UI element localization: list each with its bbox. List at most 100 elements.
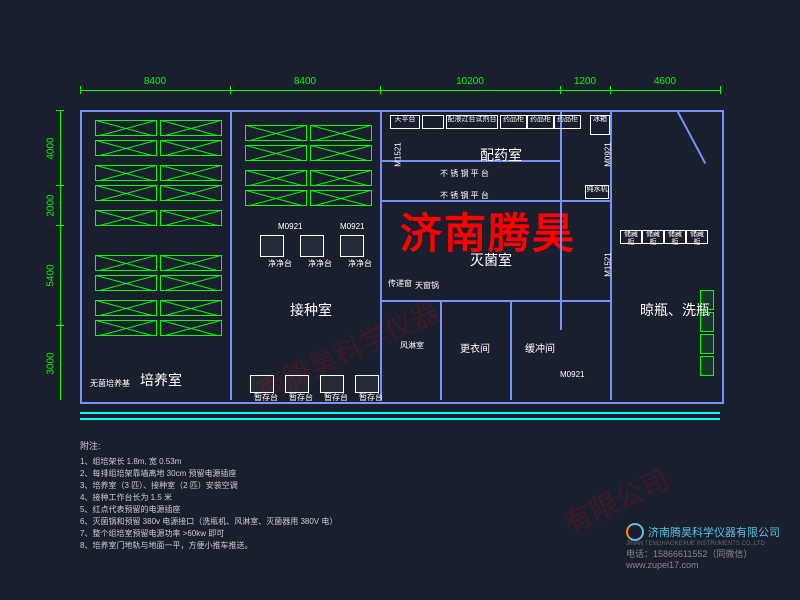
equipment-label-box: 药品柜 xyxy=(527,115,554,129)
service-line xyxy=(80,412,720,414)
room-label: M0921 xyxy=(340,222,364,231)
cad-canvas: 济南腾昊 南腾昊科学仪器 有限公司 附注: 1、组培架长 1.8m, 宽 0.5… xyxy=(0,0,800,600)
equipment-box xyxy=(700,356,714,376)
room-label: 暂存台 xyxy=(324,392,348,403)
dim-label-top: 4600 xyxy=(610,76,720,87)
room-label: M1521 xyxy=(394,142,403,166)
room-label: 不 锈 钢 平 台 xyxy=(440,190,489,201)
room-label: 净净台 xyxy=(268,258,292,269)
culture-rack xyxy=(160,210,222,226)
dim-tick xyxy=(56,110,64,111)
room-label: M0921 xyxy=(560,370,584,379)
note-line: 2、每排组培架靠墙离地 30cm 预留电源插座 xyxy=(80,468,337,480)
culture-rack xyxy=(95,300,157,316)
company-logo-block: 济南腾昊科学仪器有限公司 JINAN TENGHAOKEXUE INSTRUME… xyxy=(626,523,780,570)
dim-label-top: 8400 xyxy=(80,76,230,87)
equipment-label-box: 冰箱 xyxy=(590,115,610,135)
culture-rack xyxy=(95,320,157,336)
room-label: 接种室 xyxy=(290,300,332,320)
equipment-label-box: 药品柜 xyxy=(554,115,581,129)
culture-rack xyxy=(160,300,222,316)
room-label: 暂存台 xyxy=(359,392,383,403)
equipment-label-box: 配液过台试剂台 xyxy=(446,115,498,129)
dim-tick xyxy=(56,325,64,326)
dim-tick xyxy=(56,225,64,226)
dim-label-left: 3000 xyxy=(46,352,57,374)
workbench xyxy=(340,235,364,257)
equipment-label-box: 储藏柜 xyxy=(642,230,664,244)
room-label: 净净台 xyxy=(348,258,372,269)
company-url: www.zupei17.com xyxy=(626,560,780,570)
dim-tick xyxy=(720,86,721,94)
note-line: 7、整个组培室预留电源功率 >60kw 即可 xyxy=(80,528,337,540)
culture-rack xyxy=(310,145,372,161)
room-label: 净净台 xyxy=(308,258,332,269)
room-label: 传递窗 xyxy=(388,278,412,289)
culture-rack xyxy=(310,170,372,186)
dim-tick xyxy=(380,86,381,94)
company-name: 济南腾昊科学仪器有限公司 xyxy=(648,524,780,540)
interior-wall xyxy=(510,300,512,400)
room-label: M0921 xyxy=(604,142,613,166)
room-label: M0921 xyxy=(278,222,302,231)
culture-rack xyxy=(95,165,157,181)
workbench xyxy=(320,375,344,393)
dim-tick xyxy=(56,185,64,186)
service-line-2 xyxy=(80,418,720,420)
dim-label-left: 5400 xyxy=(46,264,57,286)
equipment-label-box: 药品柜 xyxy=(500,115,527,129)
equipment-label-box: 储藏柜 xyxy=(664,230,686,244)
dim-left-line xyxy=(60,110,61,400)
culture-rack xyxy=(160,275,222,291)
workbench xyxy=(260,235,284,257)
note-line: 4、接种工作台长为 1.5 米 xyxy=(80,492,337,504)
room-label: 天窗锅 xyxy=(415,280,439,291)
equipment-label-box: 天平台 xyxy=(390,115,420,129)
culture-rack xyxy=(310,190,372,206)
interior-wall xyxy=(440,300,442,400)
interior-wall xyxy=(380,160,560,162)
room-label: 更衣间 xyxy=(460,340,490,355)
culture-rack xyxy=(160,165,222,181)
dim-label-top: 1200 xyxy=(560,76,610,87)
equipment-box xyxy=(700,334,714,354)
interior-wall xyxy=(380,200,610,202)
room-label: 暂存台 xyxy=(289,392,313,403)
note-line: 6、灭菌锅和预留 380v 电源接口（洗瓶机、风淋室、灭菌器用 380V 电） xyxy=(80,516,337,528)
workbench xyxy=(250,375,274,393)
workbench xyxy=(285,375,309,393)
note-line: 8、培养室门地轨与地面一平，方便小推车推送。 xyxy=(80,540,337,552)
notes-block: 附注: 1、组培架长 1.8m, 宽 0.53m 2、每排组培架靠墙离地 30c… xyxy=(80,440,337,552)
dim-tick xyxy=(610,86,611,94)
room-label: 暂存台 xyxy=(254,392,278,403)
equipment-label-box: 储藏柜 xyxy=(620,230,642,244)
note-line: 3、培养室（3 匹）、接种室（2 匹）安装空调 xyxy=(80,480,337,492)
dim-tick xyxy=(230,86,231,94)
company-phone: 电话：15866611552（同微信） xyxy=(626,547,780,560)
equipment-label-box xyxy=(422,115,444,129)
room-label: 无菌培养基 xyxy=(90,378,130,389)
note-line: 5、红点代表预留的电源插座 xyxy=(80,504,337,516)
room-label: 晾瓶、洗瓶 xyxy=(640,300,710,320)
culture-rack xyxy=(160,320,222,336)
dim-label-left: 2000 xyxy=(46,194,57,216)
culture-rack xyxy=(310,125,372,141)
culture-rack xyxy=(245,190,307,206)
culture-rack xyxy=(95,140,157,156)
interior-wall xyxy=(230,110,232,400)
culture-rack xyxy=(95,275,157,291)
equipment-label-box: 纯水机 xyxy=(585,185,609,199)
room-label: M1521 xyxy=(604,252,613,276)
culture-rack xyxy=(245,145,307,161)
culture-rack xyxy=(95,210,157,226)
dim-label-left: 4000 xyxy=(46,137,57,159)
room-label: 缓冲间 xyxy=(525,340,555,355)
culture-rack xyxy=(245,125,307,141)
interior-wall xyxy=(560,110,562,330)
workbench xyxy=(300,235,324,257)
culture-rack xyxy=(245,170,307,186)
culture-rack xyxy=(95,120,157,136)
note-line: 1、组培架长 1.8m, 宽 0.53m xyxy=(80,456,337,468)
dim-label-top: 8400 xyxy=(230,76,380,87)
culture-rack xyxy=(160,140,222,156)
